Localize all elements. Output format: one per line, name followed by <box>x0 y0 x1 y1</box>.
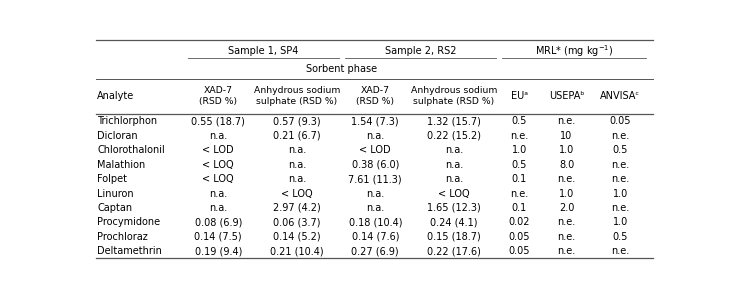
Text: n.a.: n.a. <box>288 160 306 170</box>
Text: n.e.: n.e. <box>611 203 629 213</box>
Text: 0.27 (6.9): 0.27 (6.9) <box>351 246 399 256</box>
Text: 7.61 (11.3): 7.61 (11.3) <box>348 174 402 184</box>
Text: Deltamethrin: Deltamethrin <box>98 246 163 256</box>
Text: n.e.: n.e. <box>611 246 629 256</box>
Text: n.a.: n.a. <box>445 145 463 155</box>
Text: 0.22 (15.2): 0.22 (15.2) <box>427 131 481 141</box>
Text: 0.5: 0.5 <box>612 232 628 242</box>
Text: < LOQ: < LOQ <box>281 189 313 199</box>
Text: n.a.: n.a. <box>366 131 384 141</box>
Text: Linuron: Linuron <box>98 189 134 199</box>
Text: 0.05: 0.05 <box>609 116 631 126</box>
Text: XAD-7
(RSD %): XAD-7 (RSD %) <box>356 86 394 106</box>
Text: Captan: Captan <box>98 203 133 213</box>
Text: n.a.: n.a. <box>445 160 463 170</box>
Text: MRL* (mg kg$^{-1}$): MRL* (mg kg$^{-1}$) <box>534 44 613 59</box>
Text: < LOD: < LOD <box>203 145 234 155</box>
Text: n.e.: n.e. <box>611 160 629 170</box>
Text: n.e.: n.e. <box>558 116 576 126</box>
Text: 1.0: 1.0 <box>559 145 574 155</box>
Text: n.a.: n.a. <box>366 189 384 199</box>
Text: n.e.: n.e. <box>510 189 529 199</box>
Text: 0.14 (7.5): 0.14 (7.5) <box>195 232 242 242</box>
Text: n.a.: n.a. <box>209 189 227 199</box>
Text: Dicloran: Dicloran <box>98 131 138 141</box>
Text: 10: 10 <box>561 131 573 141</box>
Text: n.e.: n.e. <box>558 246 576 256</box>
Text: 0.21 (10.4): 0.21 (10.4) <box>270 246 324 256</box>
Text: Trichlorphon: Trichlorphon <box>98 116 157 126</box>
Text: Prochloraz: Prochloraz <box>98 232 148 242</box>
Text: 0.06 (3.7): 0.06 (3.7) <box>273 217 321 227</box>
Text: XAD-7
(RSD %): XAD-7 (RSD %) <box>199 86 237 106</box>
Text: 8.0: 8.0 <box>559 160 574 170</box>
Text: Procymidone: Procymidone <box>98 217 160 227</box>
Text: 0.55 (18.7): 0.55 (18.7) <box>191 116 245 126</box>
Text: USEPAᵇ: USEPAᵇ <box>549 91 585 101</box>
Text: 2.0: 2.0 <box>559 203 574 213</box>
Text: EUᵃ: EUᵃ <box>511 91 528 101</box>
Text: Folpet: Folpet <box>98 174 128 184</box>
Text: 0.5: 0.5 <box>512 160 527 170</box>
Text: 0.14 (5.2): 0.14 (5.2) <box>273 232 321 242</box>
Text: < LOQ: < LOQ <box>203 160 234 170</box>
Text: 1.0: 1.0 <box>559 189 574 199</box>
Text: Anhydrous sodium
sulphate (RSD %): Anhydrous sodium sulphate (RSD %) <box>254 86 340 106</box>
Text: ANVISAᶜ: ANVISAᶜ <box>600 91 640 101</box>
Text: Malathion: Malathion <box>98 160 146 170</box>
Text: Analyte: Analyte <box>98 91 135 101</box>
Text: 0.05: 0.05 <box>509 232 530 242</box>
Text: n.a.: n.a. <box>288 145 306 155</box>
Text: 0.24 (4.1): 0.24 (4.1) <box>430 217 477 227</box>
Text: n.e.: n.e. <box>558 174 576 184</box>
Text: Sorbent phase: Sorbent phase <box>306 64 378 74</box>
Text: 0.57 (9.3): 0.57 (9.3) <box>273 116 321 126</box>
Text: n.a.: n.a. <box>209 203 227 213</box>
Text: n.e.: n.e. <box>558 232 576 242</box>
Text: 1.54 (7.3): 1.54 (7.3) <box>351 116 399 126</box>
Text: n.e.: n.e. <box>558 217 576 227</box>
Text: 0.19 (9.4): 0.19 (9.4) <box>195 246 242 256</box>
Text: 0.15 (18.7): 0.15 (18.7) <box>427 232 480 242</box>
Text: n.a.: n.a. <box>209 131 227 141</box>
Text: n.e.: n.e. <box>611 174 629 184</box>
Text: Chlorothalonil: Chlorothalonil <box>98 145 165 155</box>
Text: n.e.: n.e. <box>611 131 629 141</box>
Text: 1.0: 1.0 <box>612 189 628 199</box>
Text: n.a.: n.a. <box>288 174 306 184</box>
Text: Sample 2, RS2: Sample 2, RS2 <box>385 46 456 57</box>
Text: 0.18 (10.4): 0.18 (10.4) <box>348 217 402 227</box>
Text: 0.1: 0.1 <box>512 174 527 184</box>
Text: n.e.: n.e. <box>510 131 529 141</box>
Text: 0.02: 0.02 <box>509 217 530 227</box>
Text: Anhydrous sodium
sulphate (RSD %): Anhydrous sodium sulphate (RSD %) <box>410 86 497 106</box>
Text: 0.05: 0.05 <box>509 246 530 256</box>
Text: 1.0: 1.0 <box>512 145 527 155</box>
Text: Sample 1, SP4: Sample 1, SP4 <box>228 46 299 57</box>
Text: 0.08 (6.9): 0.08 (6.9) <box>195 217 242 227</box>
Text: 0.5: 0.5 <box>612 145 628 155</box>
Text: 0.1: 0.1 <box>512 203 527 213</box>
Text: n.a.: n.a. <box>445 174 463 184</box>
Text: n.a.: n.a. <box>366 203 384 213</box>
Text: < LOD: < LOD <box>359 145 391 155</box>
Text: 1.65 (12.3): 1.65 (12.3) <box>427 203 480 213</box>
Text: < LOQ: < LOQ <box>203 174 234 184</box>
Text: 1.0: 1.0 <box>612 217 628 227</box>
Text: < LOQ: < LOQ <box>438 189 469 199</box>
Text: 0.38 (6.0): 0.38 (6.0) <box>351 160 399 170</box>
Text: 0.5: 0.5 <box>512 116 527 126</box>
Text: 0.21 (6.7): 0.21 (6.7) <box>273 131 321 141</box>
Text: 1.32 (15.7): 1.32 (15.7) <box>427 116 481 126</box>
Text: 2.97 (4.2): 2.97 (4.2) <box>273 203 321 213</box>
Text: 0.14 (7.6): 0.14 (7.6) <box>351 232 399 242</box>
Text: 0.22 (17.6): 0.22 (17.6) <box>427 246 481 256</box>
